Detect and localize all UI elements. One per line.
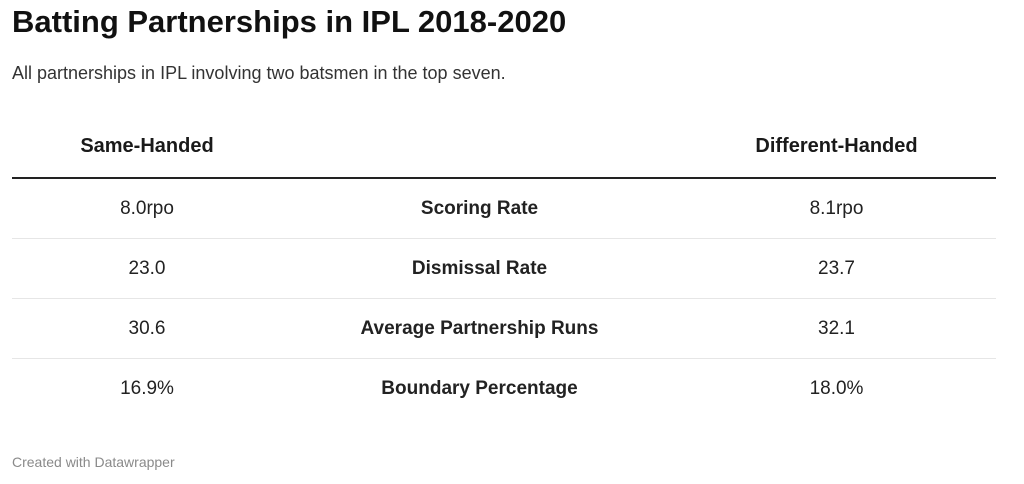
column-header-same-handed: Same-Handed — [12, 116, 282, 179]
column-header-different-handed: Different-Handed — [677, 116, 996, 179]
table-row: 8.0rpo Scoring Rate 8.1rpo — [12, 178, 996, 239]
same-handed-value: 23.0 — [12, 238, 282, 299]
chart-subtitle: All partnerships in IPL involving two ba… — [12, 63, 506, 83]
datawrapper-credit: Created with Datawrapper — [12, 454, 175, 470]
different-handed-value: 23.7 — [677, 238, 996, 299]
chart-title: Batting Partnerships in IPL 2018-2020 — [12, 4, 567, 39]
table-row: 23.0 Dismissal Rate 23.7 — [12, 238, 996, 299]
different-handed-value: 32.1 — [677, 298, 996, 359]
same-handed-value: 8.0rpo — [12, 178, 282, 239]
different-handed-value: 8.1rpo — [677, 178, 996, 239]
metric-label: Average Partnership Runs — [282, 298, 677, 359]
table-row: 30.6 Average Partnership Runs 32.1 — [12, 298, 996, 359]
different-handed-value: 18.0% — [809, 377, 864, 399]
metric-label: Dismissal Rate — [282, 238, 677, 299]
column-header-metric — [282, 116, 677, 179]
metric-label: Scoring Rate — [282, 178, 677, 239]
metric-label: Boundary Percentage — [381, 377, 578, 399]
comparison-table: Same-Handed Different-Handed 8.0rpo Scor… — [12, 116, 996, 418]
table-row: 16.9% Boundary Percentage 18.0% — [12, 359, 996, 419]
same-handed-value: 30.6 — [12, 298, 282, 359]
same-handed-value: 16.9% — [120, 377, 174, 399]
table-header-row: Same-Handed Different-Handed — [12, 116, 996, 179]
